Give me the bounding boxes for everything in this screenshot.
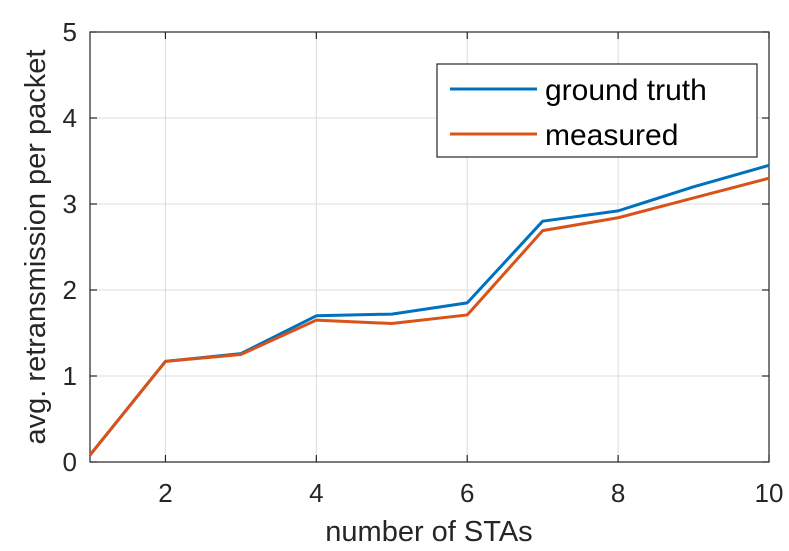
legend-label-ground-truth: ground truth xyxy=(545,74,707,107)
x-tick-label: 2 xyxy=(158,478,172,508)
legend-box xyxy=(436,63,758,158)
y-tick-label: 1 xyxy=(63,361,77,391)
series-line-measured xyxy=(88,176,770,457)
y-tick-label: 2 xyxy=(63,275,77,305)
x-tick-label: 4 xyxy=(309,478,323,508)
x-tick-label: 8 xyxy=(611,478,625,508)
y-tick-label: 5 xyxy=(63,17,77,47)
series-lines xyxy=(88,163,770,457)
x-axis-label: number of STAs xyxy=(325,516,532,548)
series-line-ground-truth xyxy=(88,163,770,457)
y-tick-label: 0 xyxy=(63,447,77,477)
plot-area xyxy=(89,31,770,463)
ticks: 2 4 6 8 10 0 1 2 3 4 5 xyxy=(63,17,784,508)
legend-label-measured: measured xyxy=(545,119,678,152)
y-tick-label: 3 xyxy=(63,189,77,219)
legend: ground truth measured xyxy=(436,63,758,158)
y-axis-label: avg. retransmission per packet xyxy=(20,50,52,445)
x-tick-label: 6 xyxy=(460,478,474,508)
y-tick-label: 4 xyxy=(63,103,77,133)
x-tick-label: 10 xyxy=(755,478,784,508)
